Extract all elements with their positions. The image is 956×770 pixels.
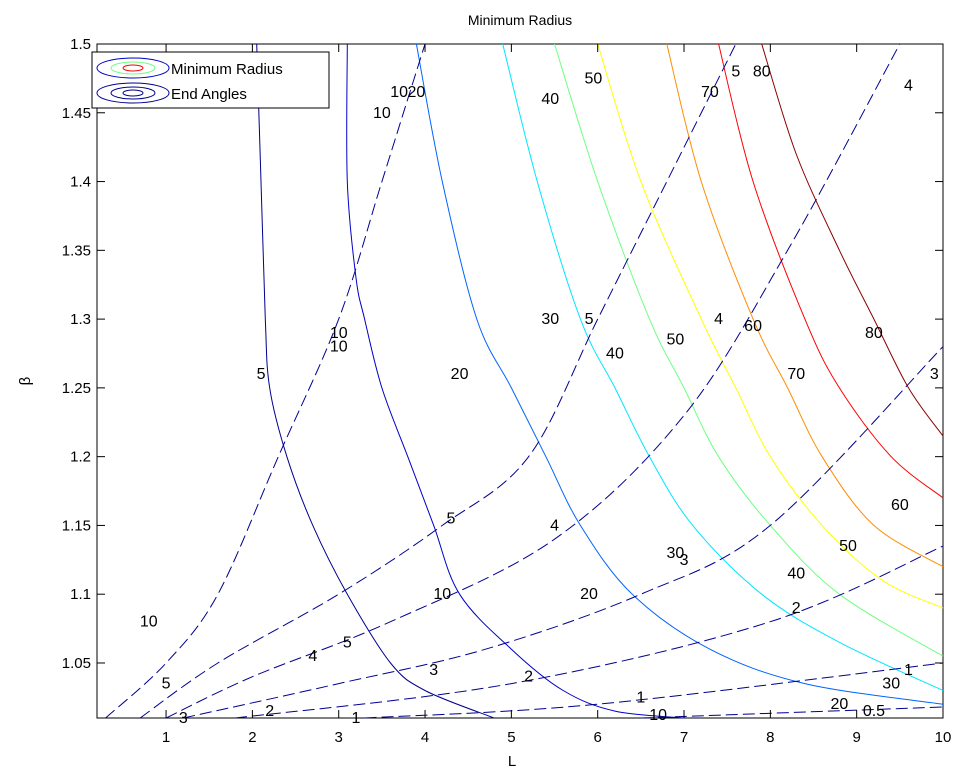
end-angles-contour-label: 4 (714, 311, 723, 328)
legend-label-end-angles: End Angles (171, 86, 247, 103)
minimum-radius-contour-20 (415, 43, 944, 705)
chart-title: Minimum Radius (468, 12, 572, 28)
minimum-radius-contour-label: 10 (330, 325, 348, 342)
minimum-radius-contour-label: 40 (541, 91, 559, 108)
end-angles-contour-label: 1 (352, 710, 361, 727)
minimum-radius-contour-label: 5 (257, 366, 266, 383)
minimum-radius-contour-label: 10 (390, 84, 408, 101)
contour-lines (105, 43, 944, 719)
minimum-radius-contour-label: 80 (865, 325, 883, 342)
minimum-radius-contour-label: 70 (787, 366, 805, 383)
end-angles-contour-label: 4 (550, 517, 559, 534)
y-tick-label: 1.4 (70, 174, 91, 191)
end-angles-contour-10 (105, 43, 426, 719)
y-tick-label: 1.25 (62, 380, 91, 397)
minimum-radius-contour-label: 40 (606, 345, 624, 362)
y-axis-ticks: 1.05 1.1 1.15 1.2 1.25 1.3 1.35 1.4 1.45 1.5 (62, 36, 943, 672)
end-angles-contour-3 (183, 346, 944, 719)
minimum-radius-contour-label: 20 (831, 696, 849, 713)
x-tick-label: 10 (935, 729, 952, 746)
end-angles-contour-label: 3 (930, 366, 939, 383)
legend-label-minimum-radius: Minimum Radius (171, 61, 283, 78)
minimum-radius-contour-label: 50 (666, 332, 684, 349)
plot-frame (96, 43, 944, 719)
plot-area: 5510101010202020203030304040405050506060… (62, 36, 952, 746)
end-angles-contour-1 (364, 662, 944, 719)
x-tick-label: 8 (766, 729, 774, 746)
end-angles-contour-label: 1 (904, 662, 913, 679)
minimum-radius-contour-label: 70 (701, 84, 719, 101)
end-angles-contour-label: 5 (446, 511, 455, 528)
end-angles-contour-label: 3 (179, 710, 188, 727)
minimum-radius-contour-label: 20 (580, 586, 598, 603)
end-angles-contour-label: 10 (373, 105, 391, 122)
minimum-radius-contour-label: 50 (839, 538, 857, 555)
x-tick-label: 9 (853, 729, 861, 746)
minimum-radius-contour-label: 60 (744, 318, 762, 335)
minimum-radius-contour-label: 30 (666, 545, 684, 562)
minimum-radius-contour-30 (502, 43, 944, 691)
x-axis-ticks: 1 2 3 4 5 6 7 8 9 10 (162, 44, 951, 746)
end-angles-contour-0-5 (640, 706, 944, 719)
x-tick-label: 5 (507, 729, 515, 746)
end-angles-contour-label: 2 (265, 703, 274, 720)
minimum-radius-contour-70 (718, 43, 944, 499)
y-tick-label: 1.3 (70, 311, 91, 328)
minimum-radius-contour-label: 60 (891, 497, 909, 514)
minimum-radius-contour-label: 80 (753, 64, 771, 81)
end-angles-contour-label: 0.5 (863, 703, 885, 720)
x-tick-label: 1 (162, 729, 170, 746)
minimum-radius-contour-label: 20 (408, 84, 426, 101)
y-tick-label: 1.5 (70, 36, 91, 53)
end-angles-contour-5 (139, 43, 737, 719)
legend: Minimum Radius End Angles (91, 51, 330, 109)
minimum-radius-contour-label: 50 (584, 70, 602, 87)
x-tick-label: 7 (680, 729, 688, 746)
minimum-radius-contour-label: 40 (787, 566, 805, 583)
end-angles-contour-label: 10 (330, 339, 348, 356)
end-angles-contour-label: 5 (585, 311, 594, 328)
minimum-radius-contour-label: 10 (649, 707, 667, 724)
y-tick-label: 1.15 (62, 517, 91, 534)
minimum-radius-contour-label: 10 (433, 586, 451, 603)
end-angles-contour-label: 10 (140, 614, 158, 631)
minimum-radius-contour-label: 30 (541, 311, 559, 328)
minimum-radius-contour-label: 5 (343, 634, 352, 651)
end-angles-contour-label: 2 (792, 600, 801, 617)
legend-icon-minimum-radius (96, 57, 170, 79)
minimum-radius-contour-50 (597, 43, 944, 609)
minimum-radius-contour-label: 20 (451, 366, 469, 383)
end-angles-contour-label: 4 (308, 648, 317, 665)
y-tick-label: 1.45 (62, 105, 91, 122)
end-angles-contour-label: 3 (680, 552, 689, 569)
minimum-radius-contour-40 (554, 43, 944, 657)
x-tick-label: 3 (335, 729, 343, 746)
y-axis-label: β (17, 376, 34, 385)
x-tick-label: 4 (421, 729, 429, 746)
minimum-radius-contour-80 (761, 43, 944, 437)
end-angles-contour-label: 3 (429, 662, 438, 679)
end-angles-contour-label: 5 (731, 64, 740, 81)
x-axis-label: L (508, 753, 516, 770)
minimum-radius-contour-label: 30 (882, 676, 900, 693)
end-angles-contour-label: 5 (162, 676, 171, 693)
minimum-radius-contour-60 (666, 43, 944, 568)
x-tick-label: 6 (594, 729, 602, 746)
end-angles-contour-2 (235, 545, 944, 719)
y-tick-label: 1.1 (70, 586, 91, 603)
x-tick-label: 2 (248, 729, 256, 746)
minimum-radius-contour-10 (346, 43, 685, 719)
contour-labels: 5510101010202020203030304040405050506060… (140, 64, 939, 727)
end-angles-contour-label: 2 (524, 669, 533, 686)
y-tick-label: 1.2 (70, 449, 91, 466)
y-tick-label: 1.05 (62, 655, 91, 672)
end-angles-contour-4 (165, 43, 901, 719)
end-angles-contour-label: 1 (636, 689, 645, 706)
minimum-radius-contour-5 (256, 43, 495, 719)
legend-box (91, 51, 330, 109)
legend-icon-end-angles (96, 82, 170, 104)
y-tick-label: 1.35 (62, 242, 91, 259)
end-angles-contour-label: 4 (904, 77, 913, 94)
